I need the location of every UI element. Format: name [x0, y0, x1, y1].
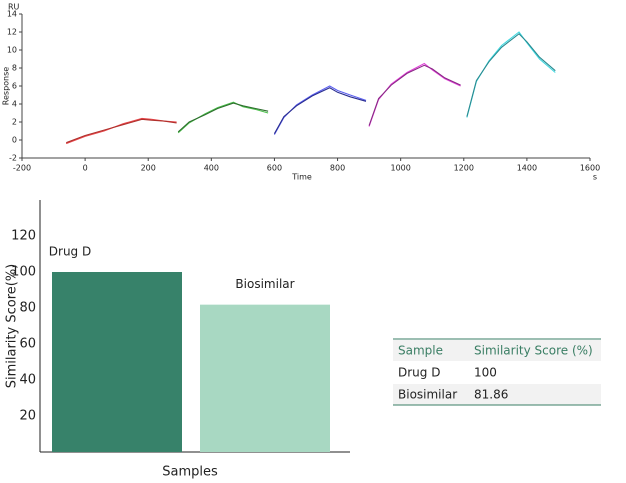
x-tick-label: 800 — [330, 164, 345, 173]
y-tick-label: 100 — [11, 265, 36, 280]
y-tick-label: 8 — [12, 64, 17, 73]
y-tick-label: 60 — [19, 337, 36, 352]
x-tick-label: 1400 — [517, 164, 537, 173]
table-header-bg — [393, 340, 601, 361]
y-tick-label: 10 — [7, 46, 17, 55]
x-tick-label: 1200 — [454, 164, 474, 173]
table-header: Similarity Score (%) — [474, 344, 593, 358]
y-tick-label: -2 — [9, 154, 17, 163]
x-label: Time — [291, 173, 312, 182]
y-tick-label: 0 — [12, 136, 17, 145]
y-tick-label: 4 — [12, 100, 17, 109]
table-row-bg — [393, 384, 601, 405]
y-unit: RU — [8, 3, 20, 12]
x-tick-label: 200 — [141, 164, 156, 173]
table-header: Sample — [398, 344, 443, 358]
sensorgram-line — [66, 117, 177, 145]
x-tick-label: 1600 — [580, 164, 600, 173]
table-cell: 81.86 — [474, 388, 508, 402]
y-tick-label: 120 — [11, 229, 36, 244]
sensorgram-line — [273, 87, 367, 134]
sensorgram-line — [368, 64, 461, 126]
bar — [52, 272, 182, 452]
table-cell: Biosimilar — [398, 388, 457, 402]
bar — [200, 304, 330, 452]
y-tick-label: 12 — [7, 28, 17, 37]
bar-y-label: Similarity Score(%) — [5, 264, 20, 389]
sensorgram-line — [466, 33, 556, 117]
x-tick-label: 400 — [204, 164, 219, 173]
sensorgram-line — [368, 62, 461, 127]
x-tick-label: 600 — [267, 164, 282, 173]
y-tick-label: 6 — [12, 82, 17, 91]
y-label: Response — [2, 67, 11, 106]
sensorgram-line — [66, 118, 177, 144]
sensorgram-line — [177, 102, 269, 133]
bar-category-label: Biosimilar — [235, 277, 294, 291]
y-tick-label: 20 — [19, 409, 36, 424]
y-tick-label: 2 — [12, 118, 17, 127]
sensorgram-line — [273, 85, 367, 135]
bar-x-label: Samples — [162, 465, 218, 480]
bar-category-label: Drug D — [49, 245, 91, 259]
y-tick-label: 80 — [19, 301, 36, 316]
x-tick-label: 1000 — [390, 164, 410, 173]
table-cell: 100 — [474, 366, 497, 380]
y-tick-label: 14 — [7, 10, 17, 19]
table-cell: Drug D — [398, 366, 440, 380]
x-tick-label: 0 — [83, 164, 88, 173]
x-tick-label: -200 — [13, 164, 31, 173]
x-unit: s — [593, 173, 597, 182]
y-tick-label: 40 — [19, 373, 36, 388]
